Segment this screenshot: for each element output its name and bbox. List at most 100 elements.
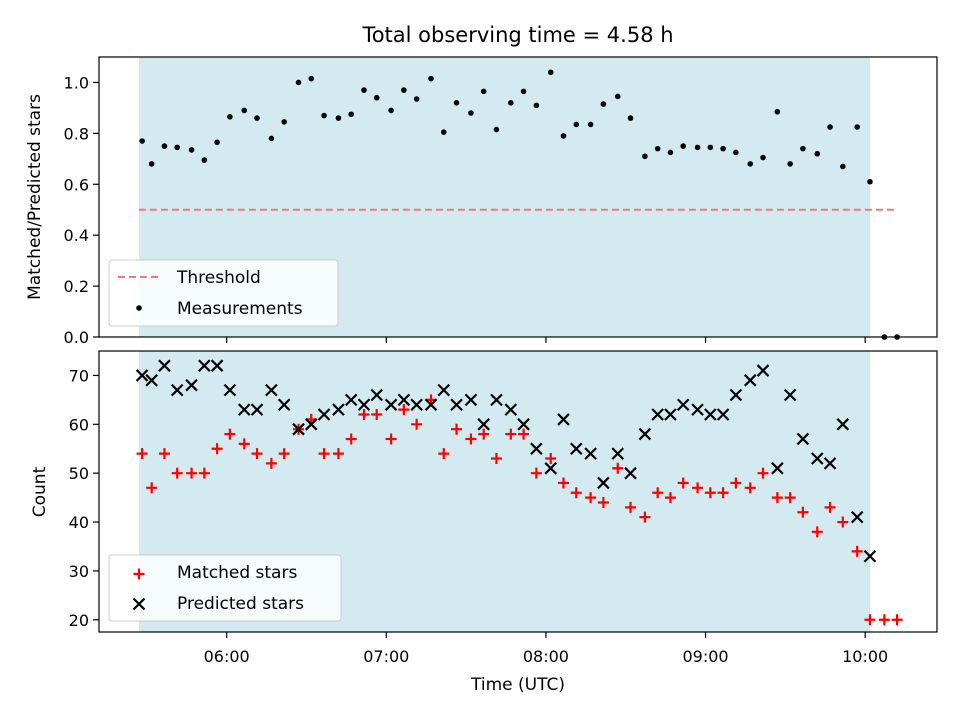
matched-stars-point bbox=[171, 467, 183, 479]
bottom-y-axis-label: Count bbox=[30, 466, 50, 517]
matched-stars-point bbox=[570, 487, 582, 499]
legend-measurements-label: Measurements bbox=[177, 299, 303, 319]
top-y-tick-label: 1.0 bbox=[64, 73, 89, 92]
matched-stars-point bbox=[864, 614, 876, 626]
predicted-stars-point bbox=[850, 510, 864, 524]
measurements-point bbox=[388, 107, 394, 114]
predicted-stars-point bbox=[424, 398, 438, 412]
matched-stars-point bbox=[518, 428, 530, 440]
top-y-axis-label: Matched/Predicted stars bbox=[25, 94, 45, 300]
measurements-point bbox=[814, 150, 821, 157]
predicted-stars-point bbox=[597, 476, 610, 490]
measurements-point bbox=[654, 145, 661, 152]
measurements-point bbox=[547, 69, 554, 76]
measurements-point bbox=[694, 144, 701, 151]
measurements-point bbox=[680, 143, 687, 149]
measurements-point bbox=[188, 147, 195, 153]
measurements-point bbox=[321, 112, 327, 119]
predicted-stars-point bbox=[185, 378, 198, 392]
legend-measurements-swatch bbox=[136, 305, 142, 311]
predicted-stars-point bbox=[638, 427, 652, 441]
matched-stars-point bbox=[358, 409, 370, 421]
measurements-point bbox=[587, 121, 594, 128]
predicted-stars-point bbox=[170, 383, 184, 397]
measurements-point bbox=[348, 111, 354, 118]
matched-stars-point bbox=[824, 501, 836, 513]
measurements-point bbox=[268, 135, 275, 142]
predicted-stars-point bbox=[771, 462, 784, 475]
measurements-point bbox=[428, 75, 434, 82]
predicted-stars-point bbox=[198, 359, 211, 372]
predicted-stars-point bbox=[664, 408, 677, 421]
top-series bbox=[138, 69, 900, 340]
top-y-ticks: 0.0 0.2 0.4 0.6 0.8 1.0 bbox=[64, 73, 99, 347]
predicted-stars-point bbox=[135, 369, 149, 382]
bottom-panel: 20 30 40 50 60 70 06:00 07:00 08:00 09:00 10:00 C… bbox=[30, 350, 938, 695]
matched-stars-point bbox=[717, 487, 729, 499]
measurements-point bbox=[533, 102, 540, 109]
matched-stars-point bbox=[878, 614, 890, 626]
predicted-stars-point bbox=[836, 418, 850, 431]
measurements-point bbox=[600, 101, 607, 107]
measurements-point bbox=[148, 161, 155, 167]
predicted-stars-point bbox=[544, 462, 557, 475]
measurements-point bbox=[295, 79, 302, 86]
measurements-point bbox=[508, 100, 514, 106]
matched-stars-point bbox=[597, 496, 609, 508]
predicted-stars-point bbox=[530, 442, 543, 456]
predicted-stars-point bbox=[317, 408, 331, 421]
measurements-point bbox=[241, 107, 248, 114]
predicted-stars-point bbox=[305, 418, 318, 431]
matched-stars-point bbox=[478, 428, 490, 440]
measurements-point bbox=[787, 161, 793, 167]
measurements-point bbox=[361, 87, 367, 93]
measurements-point bbox=[373, 94, 380, 101]
matched-stars-point bbox=[612, 462, 624, 474]
matched-stars-point bbox=[411, 418, 423, 430]
predicted-stars-point bbox=[517, 418, 530, 431]
matched-stars-point bbox=[692, 482, 704, 494]
matched-stars-point bbox=[625, 501, 637, 513]
measurements-point bbox=[627, 115, 634, 121]
matched-stars-point bbox=[371, 409, 383, 421]
measurements-point bbox=[201, 157, 208, 163]
measurements-point bbox=[227, 114, 233, 120]
matched-stars-point bbox=[224, 428, 236, 440]
predicted-stars-point bbox=[490, 393, 503, 407]
predicted-stars-point bbox=[237, 403, 251, 416]
matched-stars-point bbox=[238, 438, 250, 450]
matched-stars-point bbox=[186, 467, 198, 479]
predicted-stars-point bbox=[450, 398, 463, 412]
matched-stars-point bbox=[318, 448, 330, 460]
matched-stars-point bbox=[784, 492, 796, 504]
matched-stars-point bbox=[251, 448, 263, 460]
x-tick-label: 09:00 bbox=[682, 647, 728, 666]
measurements-point bbox=[747, 161, 754, 167]
predicted-stars-point bbox=[344, 393, 358, 407]
measurements-point bbox=[281, 119, 287, 125]
matched-stars-point bbox=[530, 467, 542, 479]
matched-stars-point bbox=[265, 457, 277, 469]
x-tick-label: 10:00 bbox=[842, 647, 888, 666]
x-axis-label: Time (UTC) bbox=[470, 675, 565, 695]
predicted-stars-point bbox=[223, 383, 237, 397]
predicted-stars-point bbox=[756, 364, 770, 377]
predicted-stars-point bbox=[250, 403, 264, 416]
measurements-point bbox=[667, 149, 674, 156]
matched-stars-point bbox=[490, 453, 502, 465]
matched-stars-point bbox=[704, 487, 716, 499]
top-y-tick-label: 0.4 bbox=[64, 226, 89, 245]
predicted-stars-point bbox=[691, 403, 704, 416]
measurements-point bbox=[468, 110, 474, 116]
measurements-point bbox=[774, 108, 781, 115]
matched-stars-point bbox=[677, 477, 689, 489]
bottom-x-ticks: 06:00 07:00 08:00 09:00 10:00 bbox=[204, 632, 888, 666]
matched-stars-point bbox=[198, 467, 210, 479]
predicted-stars-point bbox=[716, 408, 730, 421]
matched-stars-point bbox=[757, 467, 769, 479]
measurements-point bbox=[453, 100, 460, 106]
bottom-y-tick-label: 70 bbox=[69, 366, 89, 385]
predicted-stars-point bbox=[704, 408, 717, 421]
predicted-stars-point bbox=[277, 398, 291, 412]
top-x-ticks bbox=[226, 337, 866, 343]
